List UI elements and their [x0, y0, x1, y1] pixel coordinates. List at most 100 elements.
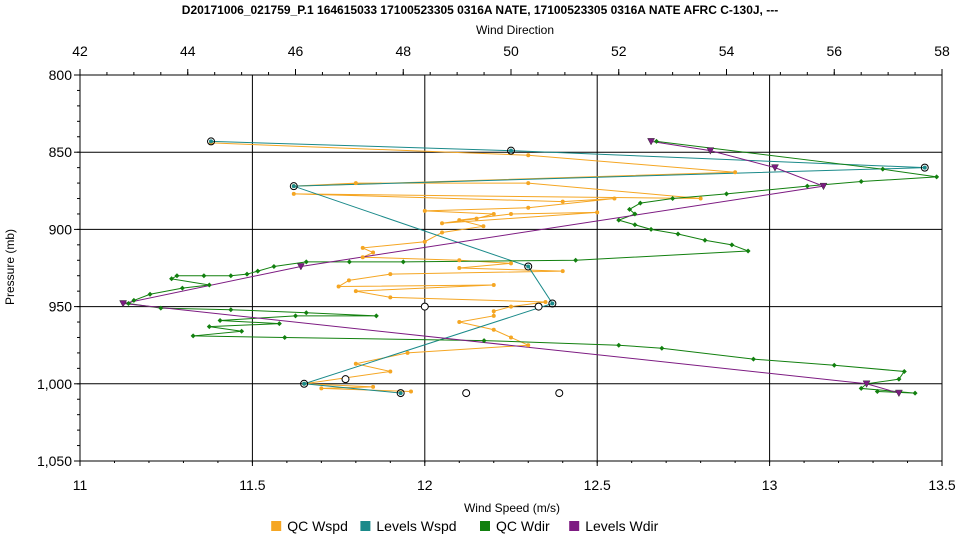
data-point: [745, 248, 751, 254]
data-point: [509, 211, 513, 216]
level-point: [300, 379, 309, 388]
data-point: [303, 310, 309, 316]
level-point-center: [550, 301, 555, 306]
data-point: [353, 361, 358, 366]
marker-point: [534, 302, 543, 311]
level-point: [396, 389, 405, 398]
data-point: [474, 216, 479, 221]
x2-tick-label: 56: [826, 43, 842, 59]
data-point: [179, 285, 185, 291]
data-point: [729, 242, 735, 248]
legend-label: QC Wspd: [287, 518, 348, 534]
data-point: [560, 199, 565, 204]
x-tick-label: 11: [73, 477, 88, 493]
x-tick-label: 11.5: [239, 477, 265, 493]
data-point: [509, 304, 513, 309]
data-point: [858, 385, 864, 391]
data-point: [733, 170, 738, 175]
data-point: [896, 376, 902, 382]
bottom-axis-title: Wind Speed (m/s): [464, 501, 560, 515]
data-point: [217, 317, 223, 323]
data-point: [526, 205, 531, 210]
level-point: [507, 146, 515, 155]
data-point: [627, 206, 633, 212]
grid: [79, 74, 943, 462]
data-point: [750, 356, 756, 362]
data-point: [206, 282, 212, 288]
data-point: [457, 258, 462, 263]
data-point: [206, 324, 212, 330]
data-point: [422, 239, 427, 244]
data-point: [457, 320, 462, 325]
level-point: [548, 299, 557, 308]
data-point: [670, 196, 676, 202]
data-point: [346, 259, 352, 265]
data-point: [632, 222, 638, 228]
legend-swatch: [569, 521, 580, 531]
data-point: [632, 211, 638, 217]
series-line: [122, 140, 900, 394]
data-point: [648, 226, 654, 232]
data-point: [491, 313, 496, 318]
data-point: [360, 245, 365, 250]
data-point: [595, 210, 600, 215]
data-point: [388, 295, 393, 300]
data-point: [131, 297, 137, 303]
data-point: [244, 271, 250, 277]
data-point: [371, 384, 376, 389]
data-point: [440, 221, 445, 226]
data-point: [422, 208, 427, 213]
data-point: [371, 250, 376, 255]
data-point: [659, 345, 665, 351]
data-point: [543, 299, 548, 304]
data-point: [125, 301, 131, 307]
level-point: [819, 182, 828, 191]
top-axis-title: Wind Direction: [476, 23, 554, 37]
data-point: [698, 196, 703, 201]
data-point: [573, 257, 579, 263]
x2-tick-label: 44: [180, 43, 196, 59]
level-point: [771, 164, 779, 172]
data-point: [804, 183, 810, 189]
series-line: [211, 140, 925, 394]
level-point-center: [209, 139, 214, 144]
data-point: [560, 269, 565, 274]
x2-tick-label: 54: [719, 43, 735, 59]
data-point: [457, 218, 462, 223]
data-point: [228, 273, 234, 279]
data-point: [934, 174, 940, 180]
data-point: [724, 191, 729, 197]
legend-swatch: [271, 521, 282, 531]
data-point: [675, 231, 681, 237]
data-point: [616, 217, 622, 223]
data-point: [702, 237, 708, 243]
legend-swatch: [360, 521, 371, 531]
data-point: [481, 338, 487, 344]
x-tick-label: 13: [762, 477, 778, 493]
data-point: [491, 282, 496, 287]
data-point: [228, 307, 234, 313]
data-point: [526, 153, 531, 158]
legend-label: Levels Wdir: [585, 518, 658, 534]
data-point: [346, 278, 351, 283]
data-point: [293, 313, 298, 319]
x2-tick-label: 50: [503, 43, 519, 59]
axis-ticks: 11 11.5 12 12.5 13 13.5 42 44 46 48 50 52 54 56 58 800 8…: [37, 43, 956, 493]
level-point-center: [922, 165, 927, 170]
data-point: [373, 313, 379, 319]
data-point: [509, 335, 513, 340]
data-point: [440, 230, 445, 235]
data-point: [405, 350, 410, 355]
chart-title: D20171006_021759_P.1 164615033 171005233…: [182, 3, 778, 17]
data-point: [276, 321, 282, 327]
x2-tick-label: 58: [934, 43, 950, 59]
data-point: [169, 276, 175, 282]
level-point-center: [302, 381, 307, 386]
plot-area: [79, 74, 943, 462]
y-tick-label: 900: [49, 221, 73, 237]
data-point: [491, 309, 496, 314]
level-point-center: [509, 148, 513, 153]
level-point: [920, 163, 929, 172]
data-point: [353, 181, 358, 186]
marker-point: [555, 389, 564, 398]
